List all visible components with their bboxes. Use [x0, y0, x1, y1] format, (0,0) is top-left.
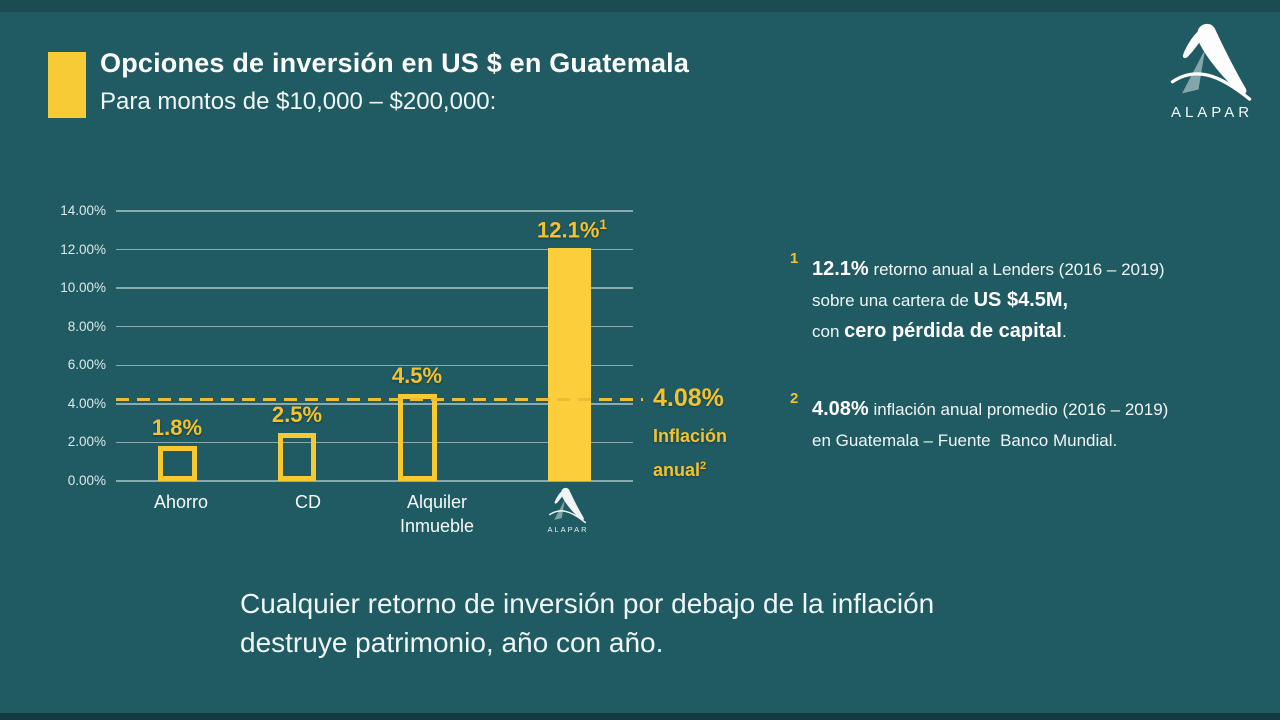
gridline: [116, 403, 633, 405]
bar-value-label: 4.5%: [391, 363, 443, 389]
gridline: [116, 210, 633, 212]
bar: [157, 446, 197, 481]
alapar-logo-text: ALAPAR: [547, 525, 589, 534]
footnote-line: con cero pérdida de capital.: [812, 320, 1067, 342]
footnote-1: 1 12.1% retorno anual a Lenders (2016 – 2…: [790, 250, 1260, 347]
footnote-line: 12.1% retorno anual a Lenders (2016 – 20…: [812, 258, 1165, 280]
alapar-bird-icon: [548, 486, 588, 524]
y-tick-label: 14.00%: [60, 203, 106, 218]
inflation-value: 4.08%: [653, 384, 724, 412]
category-logo: ALAPAR: [540, 486, 596, 534]
bottom-message-line: destruye patrimonio, año con año.: [240, 627, 664, 658]
inflation-reference-line: [116, 398, 643, 402]
alapar-bird-icon: [1167, 20, 1257, 102]
footnote-text: 12.1% retorno anual a Lenders (2016 – 20…: [812, 254, 1260, 347]
x-category-label: Ahorro: [153, 492, 209, 512]
inflation-sublabel-2: anual2: [653, 460, 707, 480]
bar-value-label: 1.8%: [151, 415, 203, 441]
footnote-marker: 2: [790, 390, 799, 407]
bar-value-label: 12.1%1: [537, 216, 607, 242]
y-tick-label: 8.00%: [67, 318, 106, 334]
y-tick-label: 2.00%: [67, 434, 106, 450]
bottom-message: Cualquier retorno de inversión por debaj…: [240, 584, 1040, 662]
footnote-line: en Guatemala – Fuente Banco Mundial.: [812, 431, 1118, 450]
footnote-line: sobre una cartera de US $4.5M,: [812, 289, 1069, 311]
inflation-sublabel-1: Inflación: [653, 426, 728, 446]
alapar-logo: ALAPAR: [1160, 20, 1264, 121]
y-tick-label: 0.00%: [67, 473, 106, 488]
y-tick-label: 4.00%: [67, 395, 106, 411]
footnote-line: 4.08% inflación anual promedio (2016 – 2…: [812, 398, 1169, 420]
footnote-2: 2 4.08% inflación anual promedio (2016 – …: [790, 390, 1260, 456]
page-title: Opciones de inversión en US $ en Guatema…: [100, 48, 690, 78]
page-subtitle: Para montos de $10,000 – $200,000:: [100, 88, 497, 115]
gridline: [116, 364, 633, 367]
inflation-label: 4.08% Inflación anual2: [653, 384, 773, 485]
bar: [278, 432, 316, 481]
bar: [547, 247, 591, 481]
footnote-marker: 1: [790, 250, 799, 267]
gridline: [116, 287, 633, 289]
footnote-text: 4.08% inflación anual promedio (2016 – 2…: [812, 394, 1260, 456]
top-band: [0, 0, 1280, 12]
bottom-message-line: Cualquier retorno de inversión por debaj…: [240, 588, 935, 619]
bar-value-label: 2.5%: [271, 401, 323, 427]
y-tick-label: 6.00%: [67, 357, 106, 373]
y-tick-label: 12.00%: [60, 241, 106, 257]
alapar-logo-text: ALAPAR: [1170, 104, 1254, 121]
bar: [397, 394, 437, 481]
title-accent-square: [48, 52, 86, 118]
y-tick-label: 10.00%: [60, 280, 106, 296]
gridline: [116, 480, 633, 482]
x-category-label: CD: [295, 492, 321, 512]
x-category-label: Alquiler Inmueble: [399, 492, 475, 536]
gridline: [116, 441, 633, 444]
gridline: [116, 325, 633, 328]
bottom-band: [0, 713, 1280, 720]
gridline: [116, 248, 633, 251]
